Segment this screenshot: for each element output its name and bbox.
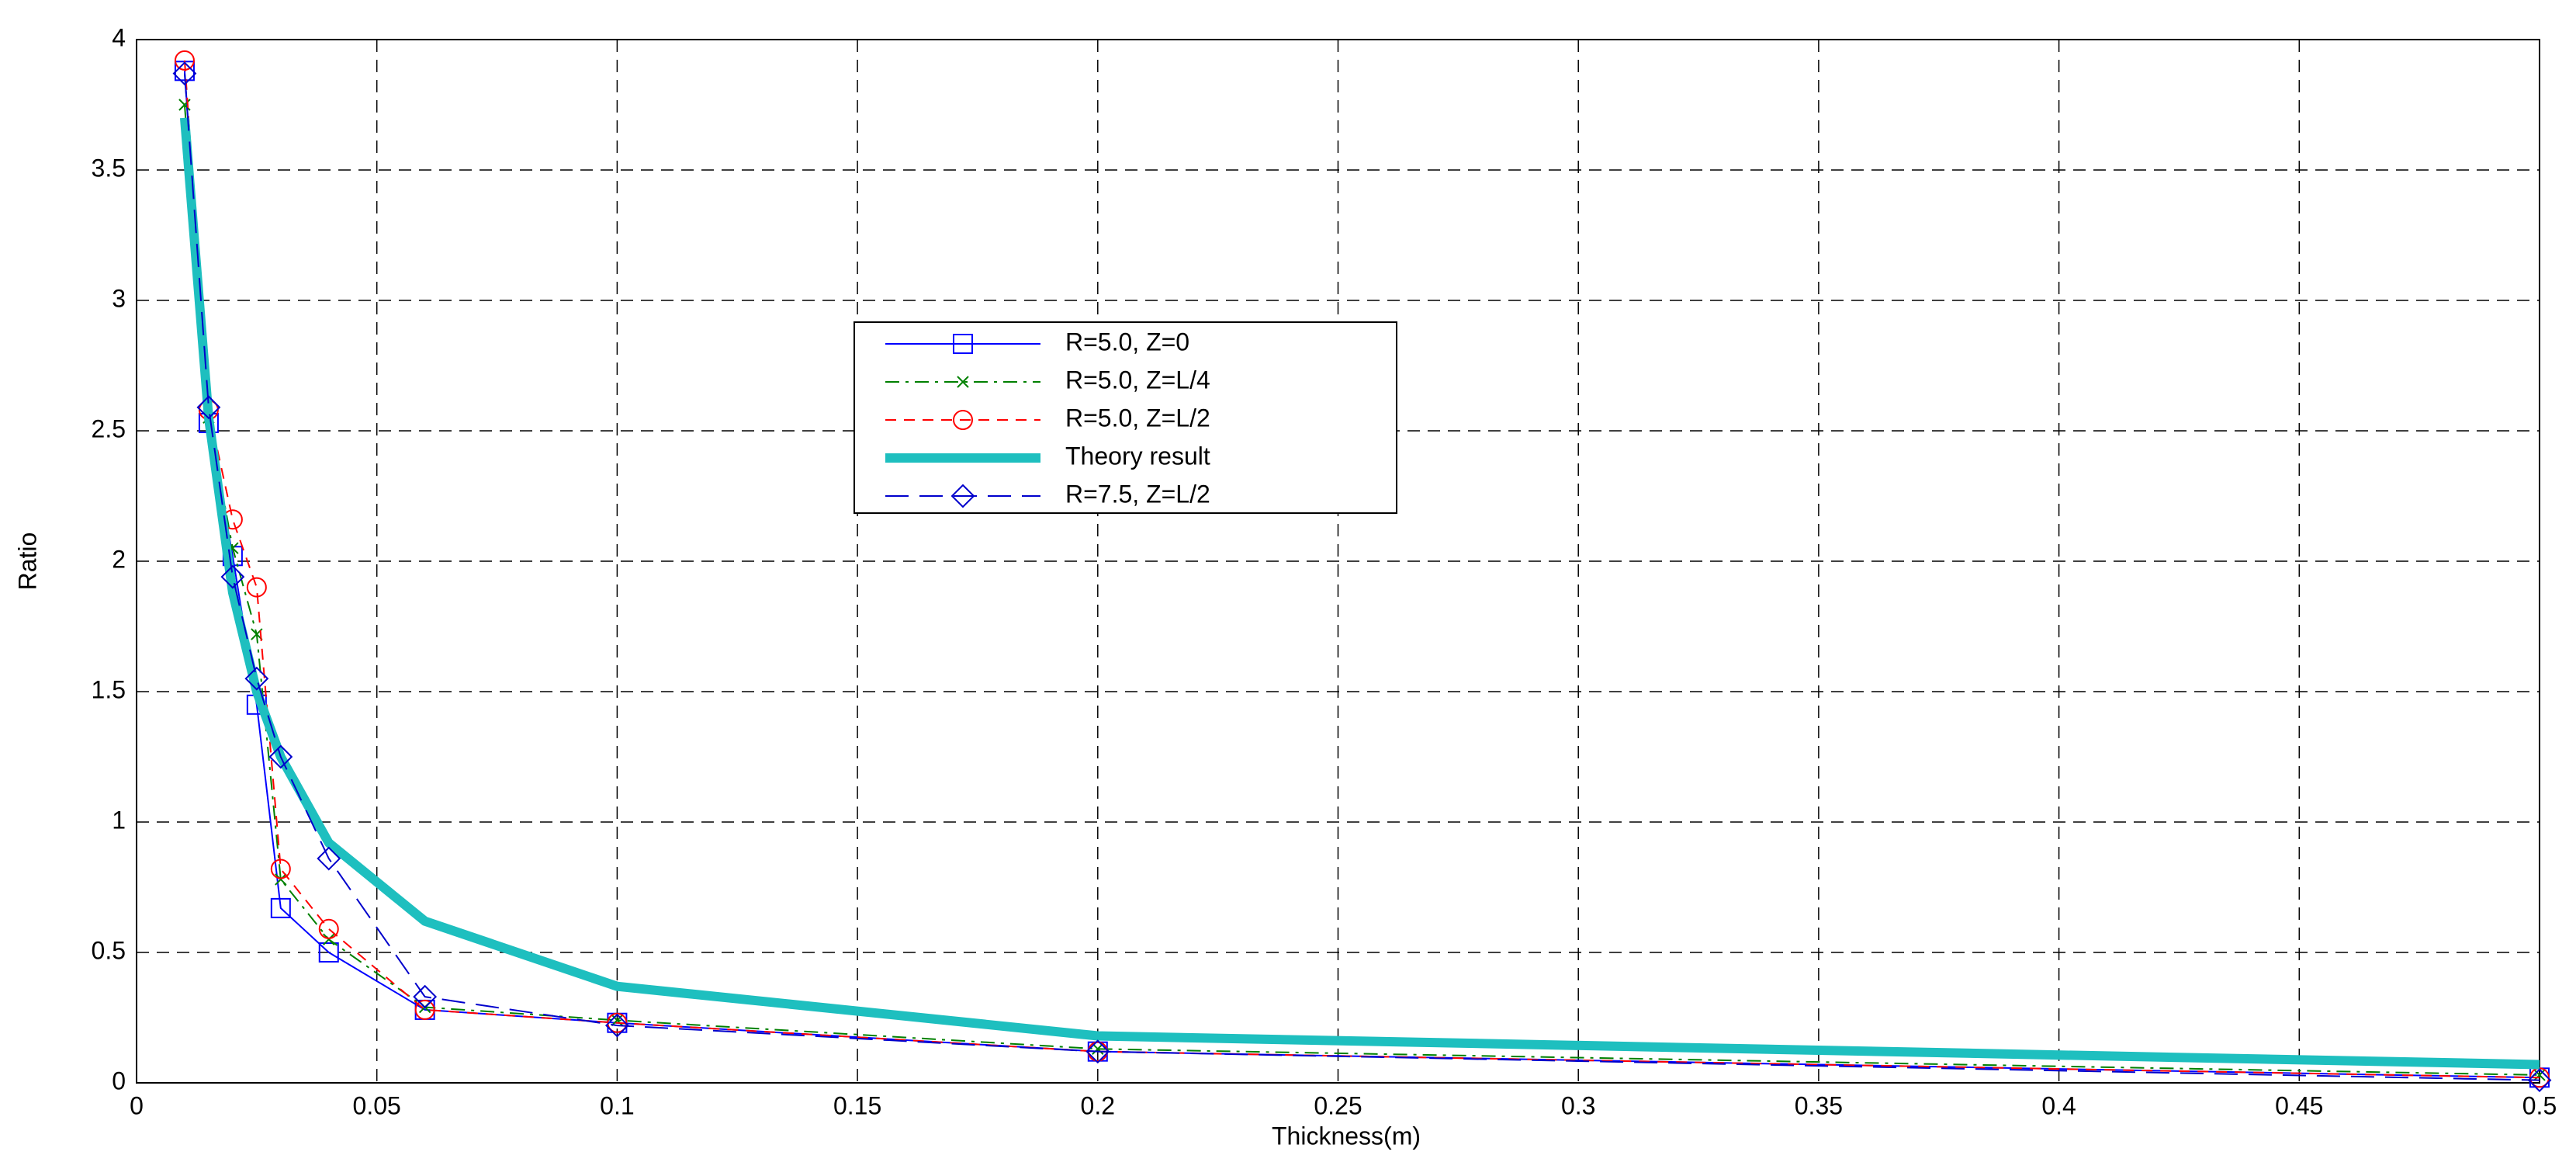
point (2527, 1068, 2552, 1093)
series-line (183, 60, 2540, 1079)
x-tick-label: 0.25 (1314, 1091, 1362, 1119)
point (1085, 1039, 1110, 1064)
x-tick-label: 0.15 (833, 1091, 881, 1119)
point (270, 859, 291, 879)
legend-label: R=5.0, Z=L/4 (1065, 366, 1210, 394)
series-line (183, 104, 2540, 1076)
series-line (179, 117, 2540, 1070)
point (196, 395, 221, 420)
point (413, 984, 438, 1009)
legend-label: R=7.5, Z=L/2 (1065, 480, 1210, 508)
point (172, 61, 197, 86)
x-tick-label: 0.35 (1795, 1091, 1843, 1119)
point (318, 942, 339, 963)
x-tick-label: 0 (130, 1091, 144, 1119)
y-tick-label: 3 (112, 284, 126, 312)
point (318, 918, 339, 939)
point (317, 846, 341, 871)
point (270, 897, 291, 918)
point (174, 50, 195, 71)
y-tick-label: 0.5 (92, 936, 126, 964)
plot-frame (136, 39, 2540, 1084)
point (2533, 1069, 2546, 1081)
legend-marker (953, 410, 973, 430)
y-tick-label: 4 (112, 23, 126, 51)
x-tick-label: 0.05 (353, 1091, 401, 1119)
legend-box (853, 321, 1397, 514)
x-tick-label: 0.5 (2522, 1091, 2557, 1119)
y-tick-label: 2 (112, 545, 126, 573)
legend-marker (957, 376, 969, 388)
x-tick-label: 0.1 (600, 1091, 634, 1119)
x-tick-label: 0.2 (1081, 1091, 1115, 1119)
x-axis-label: Thickness(m) (1272, 1122, 1421, 1150)
y-tick-label: 1.5 (92, 675, 126, 703)
point (323, 933, 335, 945)
series-line (183, 73, 2540, 1081)
y-tick-label: 1 (112, 806, 126, 834)
x-tick-label: 0.4 (2041, 1091, 2076, 1119)
point (604, 1013, 629, 1038)
legend-label: R=5.0, Z=L/2 (1065, 404, 1210, 432)
legend-marker (950, 484, 975, 508)
series-line (183, 71, 2540, 1079)
legend-marker (953, 334, 973, 354)
point (220, 564, 245, 589)
x-tick-label: 0.3 (1561, 1091, 1595, 1119)
legend-label: Theory result (1065, 442, 1210, 470)
point (268, 744, 293, 769)
y-tick-label: 3.5 (92, 154, 126, 182)
y-tick-label: 2.5 (92, 415, 126, 442)
y-tick-label: 0 (112, 1067, 126, 1094)
point (275, 873, 287, 886)
point (244, 666, 269, 691)
point (246, 577, 267, 598)
point (414, 999, 435, 1020)
legend-label: R=5.0, Z=0 (1065, 328, 1189, 356)
y-axis-label: Ratio (13, 532, 41, 591)
x-tick-label: 0.45 (2275, 1091, 2323, 1119)
point (611, 1014, 624, 1027)
